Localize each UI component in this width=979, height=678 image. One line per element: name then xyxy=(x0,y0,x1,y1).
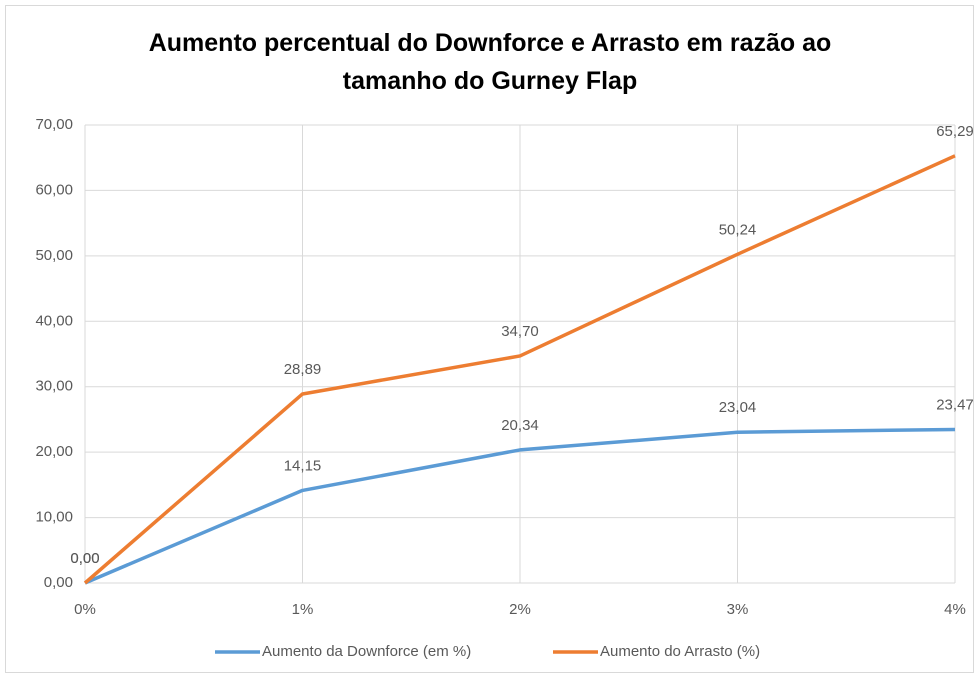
x-tick-label: 2% xyxy=(509,601,531,618)
data-label: 20,34 xyxy=(501,417,539,434)
y-tick-label: 0,00 xyxy=(44,574,73,591)
x-tick-label: 4% xyxy=(944,601,966,618)
y-tick-label: 70,00 xyxy=(35,116,73,133)
y-tick-label: 30,00 xyxy=(35,378,73,395)
x-tick-label: 3% xyxy=(727,601,749,618)
x-tick-label: 1% xyxy=(292,601,314,618)
data-label: 34,70 xyxy=(501,323,539,340)
chart-frame xyxy=(5,5,974,673)
data-label: 28,89 xyxy=(284,361,322,378)
legend-label: Aumento da Downforce (em %) xyxy=(262,643,471,660)
y-tick-label: 50,00 xyxy=(35,247,73,264)
x-tick-label: 0% xyxy=(74,601,96,618)
data-label: 23,47 xyxy=(936,396,974,413)
data-label: 65,29 xyxy=(936,123,974,140)
data-line xyxy=(83,154,956,585)
y-tick-label: 10,00 xyxy=(35,509,73,526)
data-label: 0,00 xyxy=(70,550,99,567)
data-label: 14,15 xyxy=(284,457,322,474)
data-label: 50,24 xyxy=(719,221,757,238)
y-tick-label: 60,00 xyxy=(35,181,73,198)
data-label: 23,04 xyxy=(719,399,757,416)
y-tick-label: 20,00 xyxy=(35,443,73,460)
y-tick-label: 40,00 xyxy=(35,312,73,329)
data-label: 0,00 xyxy=(70,550,99,567)
legend-label: Aumento do Arrasto (%) xyxy=(600,643,760,660)
data-line xyxy=(84,427,956,585)
chart-title: Aumento percentual do Downforce e Arrast… xyxy=(148,29,832,95)
